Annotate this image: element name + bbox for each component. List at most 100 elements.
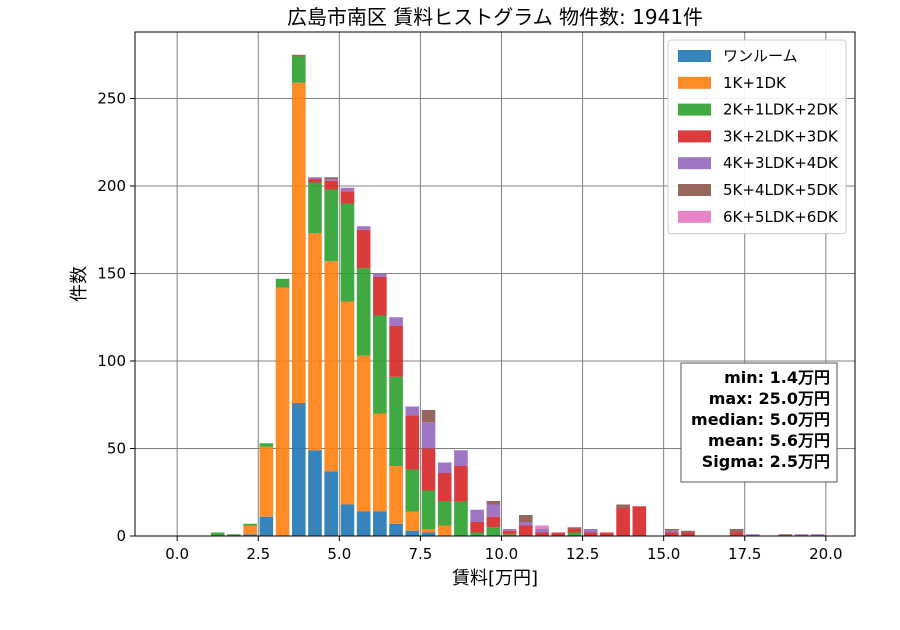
bar-segment [486,501,501,505]
bar-segment [373,277,387,316]
bar-segment [389,317,403,326]
bar-segment [243,525,257,535]
bar-segment [324,261,339,472]
bar-segment [535,529,549,533]
bar-segment [632,506,647,536]
bar-segment [308,450,322,536]
stats-line: median: 5.0万円 [691,410,830,429]
bar-segment [389,376,403,466]
legend-swatch [678,130,711,143]
x-tick-label: 17.5 [728,545,761,563]
plot-frame [134,31,856,537]
axis-ticks: 0.0 2.5 5.0 7.5 10.0 12.5 15.0 17.5 20.0 0 50 100 15… [97,90,842,564]
bar-segment [324,179,339,181]
x-tick-label: 10.0 [485,545,518,563]
legend-swatch [678,210,711,223]
legend-swatch [678,184,711,196]
bar-segment [567,527,582,529]
legend-label: 5K+4LDK+5DK [723,181,839,199]
bar-segment [243,523,257,526]
x-tick-label: 5.0 [327,545,351,563]
bar-segment [421,532,436,536]
y-axis-label: 件数 [69,266,90,302]
bar-segment [259,516,274,536]
bar-segment [324,471,339,536]
bar-segment [421,529,436,533]
stats-frame [680,362,838,483]
bar-segment [373,511,387,536]
bar-segment [243,534,257,536]
bar-segment [275,278,290,288]
bar-segment [616,508,630,536]
bar-segment [519,515,533,522]
y-tick-label: 250 [97,90,126,108]
y-tick-label: 150 [97,265,126,283]
y-tick-label: 100 [97,352,126,370]
bar-segment [291,54,306,57]
bar-segment [389,326,403,377]
bar-segment [681,532,695,536]
x-axis-label: 賃料[万円] [452,568,538,589]
x-tick-label: 20.0 [809,545,842,563]
bar-segment [729,532,744,536]
x-tick-label: 7.5 [408,545,432,563]
bar-segment [324,189,339,262]
stats-box: min: 1.4万円 max: 25.0万円 median: 5.0万円 mean: … [680,362,838,483]
bar-segment [308,179,322,183]
bar-segment [373,315,387,414]
stats-line: Sigma: 2.5万円 [702,452,830,471]
bar-segment [486,516,501,528]
bar-segment [421,422,436,449]
bar-segment [470,532,484,536]
bar-segment [356,511,371,536]
bar-segment [356,226,371,230]
bar-segment [437,525,452,536]
legend-swatch [678,76,711,89]
bar-segment [324,177,339,179]
legend-label: ワンルーム [723,47,798,65]
bar-segment [664,532,679,536]
bar-segment [340,504,355,536]
bar-segment [519,525,533,536]
bar-segment [259,443,274,447]
bar-segment [227,534,241,536]
bar-segment [681,530,695,533]
chart-title: 広島市南区 賃料ヒストグラム 物件数: 1941件 [287,5,703,29]
legend-label: 6K+5LDK+6DK [723,208,839,226]
bar-segment [486,504,501,517]
bar-segment [405,415,420,470]
bar-segment [356,229,371,269]
bar-segment [616,504,630,508]
bar-segment [340,191,355,204]
bar-segment [324,180,339,190]
bar-segment [600,532,614,536]
bar-segment [454,466,468,501]
y-tick-label: 200 [97,177,126,195]
bar-segment [551,532,566,536]
bar-segment [583,529,598,533]
bar-segment [583,532,598,536]
bar-segment [519,522,533,526]
bar-segment [502,530,517,535]
bar-segment [405,530,420,536]
bar-segment [567,532,582,536]
legend-label: 2K+1LDK+2DK [723,101,839,119]
bar-segment [664,530,679,533]
bar-segment [308,182,322,234]
x-tick-label: 15.0 [647,545,680,563]
y-tick-label: 0 [116,527,126,545]
bar-segment [729,529,744,533]
bar-segment [486,527,501,536]
x-tick-label: 2.5 [246,545,270,563]
bar-segment [275,287,290,536]
bar-segment [437,501,452,526]
bar-segment [373,273,387,277]
bar-segment [259,446,274,517]
bar-segment [470,522,484,533]
bar-segment [454,450,468,466]
bar-segment [356,355,371,512]
bars-group [210,54,825,536]
bar-segment [502,529,517,531]
legend-label: 1K+1DK [723,74,787,92]
